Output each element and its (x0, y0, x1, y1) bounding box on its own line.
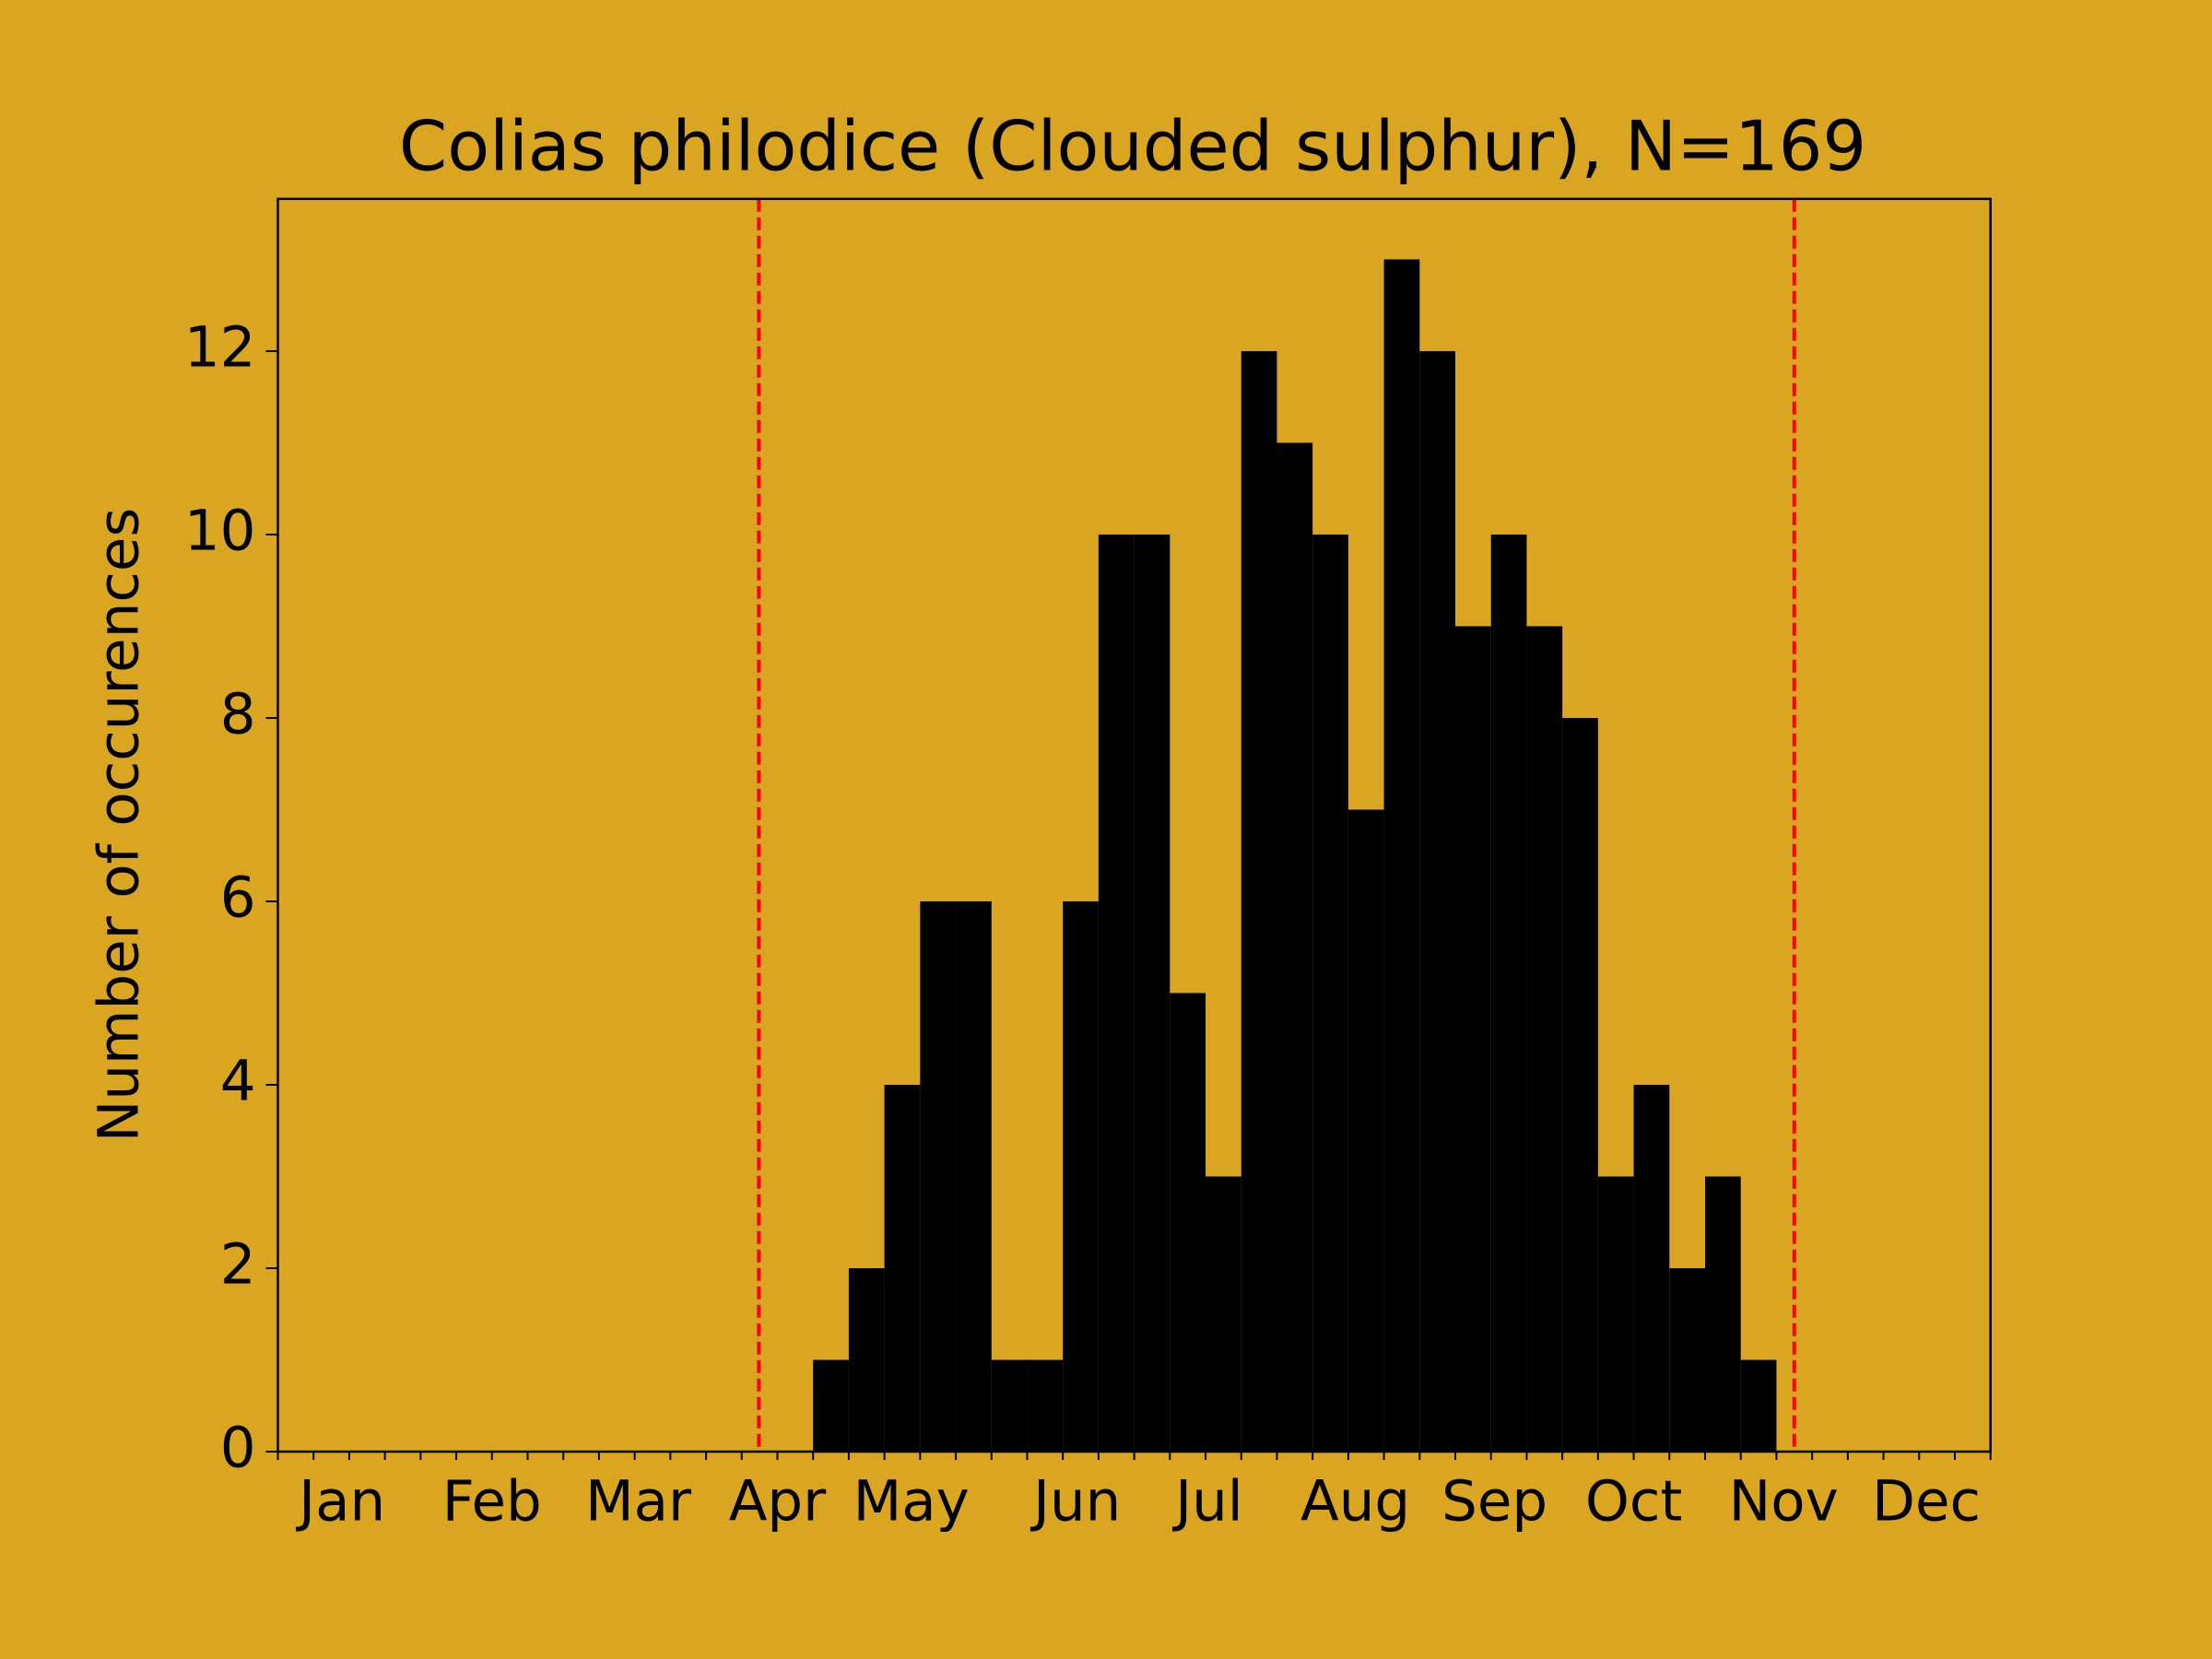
bar (1419, 350, 1456, 1452)
bar (1134, 534, 1171, 1452)
x-tick-label: Sep (1441, 1469, 1547, 1535)
bar (1383, 259, 1420, 1452)
bar (884, 1084, 921, 1452)
bar (1241, 350, 1277, 1452)
x-tick-label: Jul (1171, 1469, 1243, 1535)
bar (848, 1267, 885, 1452)
bar (1206, 1176, 1241, 1452)
x-tick-label: Jan (295, 1469, 385, 1535)
x-tick-label: Oct (1585, 1469, 1682, 1535)
bar (1490, 534, 1527, 1452)
x-tick-label: Mar (585, 1469, 692, 1535)
y-tick-label: 2 (220, 1232, 256, 1298)
x-tick-label: Aug (1300, 1469, 1410, 1535)
bar (920, 900, 957, 1452)
bar (1633, 1084, 1670, 1452)
plot-frame (276, 197, 1992, 1453)
bar (1562, 717, 1598, 1452)
bar (1277, 442, 1313, 1452)
bar (1705, 1176, 1741, 1452)
x-tick-label: Nov (1729, 1469, 1839, 1535)
bar (1526, 626, 1563, 1452)
bar (1312, 534, 1348, 1452)
y-tick-label: 6 (220, 865, 256, 931)
bar (1170, 993, 1206, 1452)
y-tick-label: 4 (220, 1049, 256, 1114)
y-tick-label: 12 (184, 315, 256, 381)
bar (813, 1359, 849, 1452)
x-tick-label: Dec (1872, 1469, 1981, 1535)
x-tick-label: Apr (729, 1469, 827, 1535)
bar (1027, 1359, 1064, 1452)
bar (1669, 1267, 1705, 1452)
x-tick-label: Feb (442, 1469, 542, 1535)
bar (1063, 900, 1099, 1452)
y-tick-label: 0 (220, 1416, 256, 1481)
y-tick-label: 10 (184, 499, 256, 564)
y-tick-label: 8 (220, 682, 256, 747)
bar (1347, 809, 1384, 1452)
bar (1597, 1176, 1634, 1452)
bar (1740, 1359, 1777, 1452)
x-tick-label: May (853, 1469, 970, 1535)
bar (1098, 534, 1135, 1452)
y-axis-label: Number of occurences (87, 508, 152, 1142)
x-tick-label: Jun (1030, 1469, 1121, 1535)
bar (956, 900, 992, 1452)
bar (991, 1359, 1028, 1452)
chart-title: Colias philodice (Clouded sulphur), N=16… (399, 106, 1866, 187)
bar (1455, 626, 1491, 1452)
